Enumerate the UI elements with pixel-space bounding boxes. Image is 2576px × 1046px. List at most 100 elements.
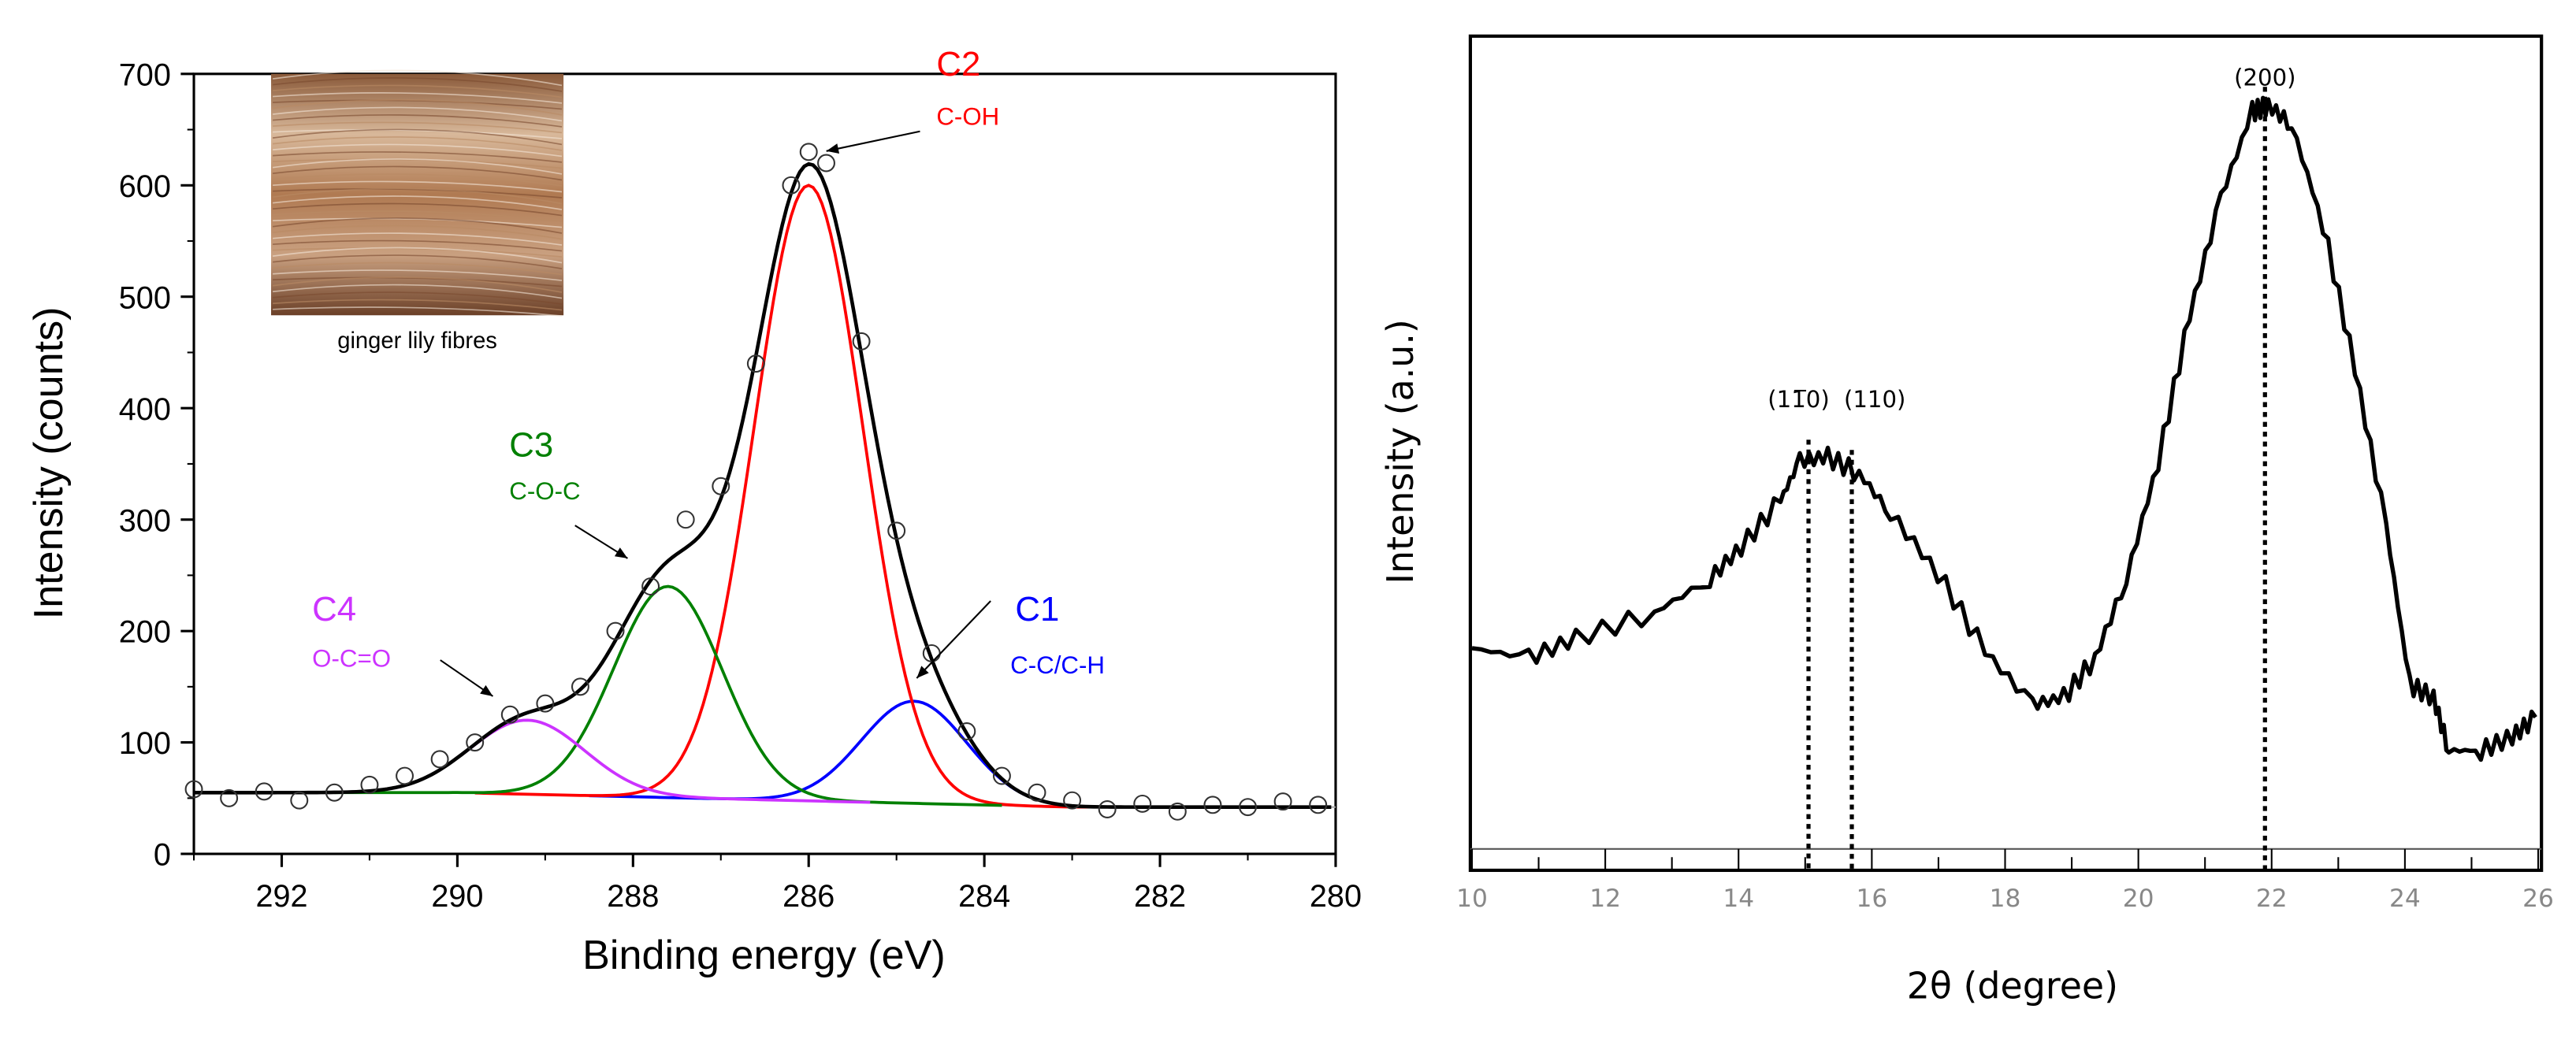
data-point: [676, 510, 695, 529]
bond-label-c2: C-OH: [936, 102, 999, 130]
y-tick-label: 0: [154, 838, 171, 873]
data-point: [712, 477, 730, 495]
arrowhead-icon: [614, 547, 628, 558]
xrd-chart: 10 12 14 16 18 20 22 24 26 (11̅0) (110) (200) 2θ (…: [1379, 34, 2554, 1007]
x-tick-label: 280: [1310, 879, 1362, 914]
fibre-strand: [273, 136, 563, 151]
data-point: [957, 722, 976, 740]
y-tick-label: 700: [119, 57, 171, 92]
data-point: [1273, 792, 1292, 811]
fibre-strand: [273, 306, 563, 317]
data-point: [325, 783, 344, 802]
y-tick-label: 100: [119, 726, 171, 761]
data-point: [992, 766, 1011, 785]
bond-label-c1: C-C/C-H: [1010, 651, 1105, 679]
data-point: [360, 775, 379, 794]
data-point: [641, 577, 660, 596]
peak-label-c1: C1: [1015, 590, 1059, 629]
fibre-strand: [273, 291, 563, 305]
arrowhead-icon: [826, 143, 840, 154]
x-tick-label: 292: [255, 879, 307, 914]
fibre-strand: [273, 232, 563, 246]
fibre-strand: [273, 106, 563, 122]
fibre-strand: [273, 224, 563, 240]
y-tick-label: 500: [119, 280, 171, 315]
fibre-strand: [273, 202, 563, 217]
x-tick-label: 10: [1456, 885, 1488, 913]
x-tick-label: 18: [1990, 885, 2021, 913]
fibre-strand: [272, 158, 563, 175]
fibre-strand: [273, 165, 563, 181]
fibre-strand: [273, 269, 563, 281]
fibre-strand: [273, 284, 563, 299]
data-point: [1028, 783, 1046, 802]
data-point: [220, 788, 239, 807]
data-point: [1063, 791, 1082, 810]
annotation-arrow: [916, 600, 991, 679]
fibre-strand: [273, 210, 563, 222]
x-tick-label: 26: [2522, 885, 2554, 913]
data-point: [817, 154, 835, 172]
data-point: [1239, 798, 1257, 817]
data-point: [1133, 794, 1152, 813]
data-point: [606, 621, 625, 640]
data-point: [1168, 802, 1187, 821]
fibre-strand: [273, 143, 563, 158]
fibre-strand: [272, 99, 563, 116]
fibre-strand: [272, 187, 563, 205]
arrowhead-icon: [480, 684, 493, 696]
data-point: [536, 694, 555, 713]
fibre-strand: [273, 77, 563, 92]
fibre-strand: [273, 92, 563, 104]
data-point: [1098, 800, 1117, 818]
data-point: [500, 705, 519, 724]
y-tick-label: 300: [119, 503, 171, 538]
x-tick-label: 284: [958, 879, 1010, 914]
fibre-strand: [272, 217, 563, 234]
component-c1-curve: [589, 699, 1240, 809]
x-tick-label: 24: [2389, 885, 2421, 913]
data-point: [290, 791, 309, 810]
fibre-strand: [272, 69, 563, 87]
fibre-strand: [273, 262, 563, 276]
x-tick-label: 16: [1856, 885, 1887, 913]
data-point: [1203, 796, 1222, 814]
fibre-strand: [273, 299, 563, 311]
peak-label-c3: C3: [509, 426, 553, 465]
x-axis-label: 2θ (degree): [1907, 965, 2118, 1007]
data-point: [184, 780, 203, 799]
component-c3-curve: [334, 584, 1002, 807]
x-tick-label: 290: [431, 879, 483, 914]
data-point: [746, 354, 765, 373]
fibre-strand: [273, 84, 563, 98]
fibre-strand: [273, 180, 563, 193]
x-tick-label: 14: [1723, 885, 1754, 913]
peak-label-c4: C4: [312, 590, 356, 629]
x-tick-label: 282: [1134, 879, 1186, 914]
x-tick-label: 22: [2256, 885, 2288, 913]
fibre-strand: [273, 121, 563, 134]
fibre-strand: [273, 239, 563, 252]
peak-label: (11̅0): [1768, 386, 1829, 413]
bond-label-c3: C-O-C: [509, 477, 580, 505]
peak-label-c2: C2: [936, 45, 980, 83]
data-point: [852, 332, 871, 351]
y-tick-label: 600: [119, 169, 171, 204]
data-point: [1309, 796, 1328, 814]
y-tick-label: 400: [119, 392, 171, 427]
xrd-series-line: [1471, 95, 2537, 762]
fibre-strand: [272, 128, 563, 146]
data-point: [255, 782, 273, 801]
inset-photo: [271, 69, 564, 317]
inset-caption: ginger lily fibres: [337, 328, 497, 354]
bond-label-c4: O-C=O: [312, 644, 391, 672]
fibre-strand: [272, 276, 563, 293]
data-point: [466, 733, 485, 752]
data-point: [887, 521, 906, 540]
peak-label: (110): [1844, 386, 1905, 413]
x-tick-label: 12: [1589, 885, 1621, 913]
data-point: [430, 750, 449, 769]
plot-frame: [1468, 34, 2544, 873]
xps-chart: 0 100 200 300 400 500 600 700 292 290 288 286 284 282…: [26, 45, 1362, 978]
